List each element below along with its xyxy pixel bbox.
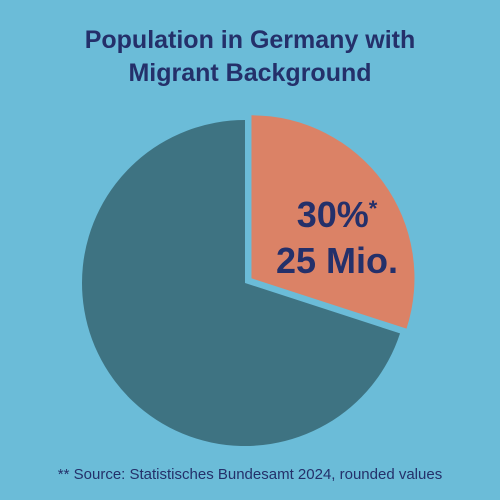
- slice-percent-value: 30%: [296, 194, 369, 235]
- slice-count-label: 25 Mio.: [275, 240, 399, 281]
- slice-percent-label: 30%*: [262, 194, 412, 236]
- pie-slice-30: [251, 115, 415, 329]
- chart-title-line-1: Population in Germany with: [84, 26, 416, 54]
- asterisk-mark: *: [368, 196, 378, 221]
- source-footnote: ** Source: Statistisches Bundesamt 2024,…: [57, 466, 443, 483]
- chart-title: Population in Germany with Migrant Backg…: [0, 24, 500, 90]
- pie-slice-70: [82, 120, 401, 446]
- chart-title-line-2: Migrant Background: [128, 59, 372, 87]
